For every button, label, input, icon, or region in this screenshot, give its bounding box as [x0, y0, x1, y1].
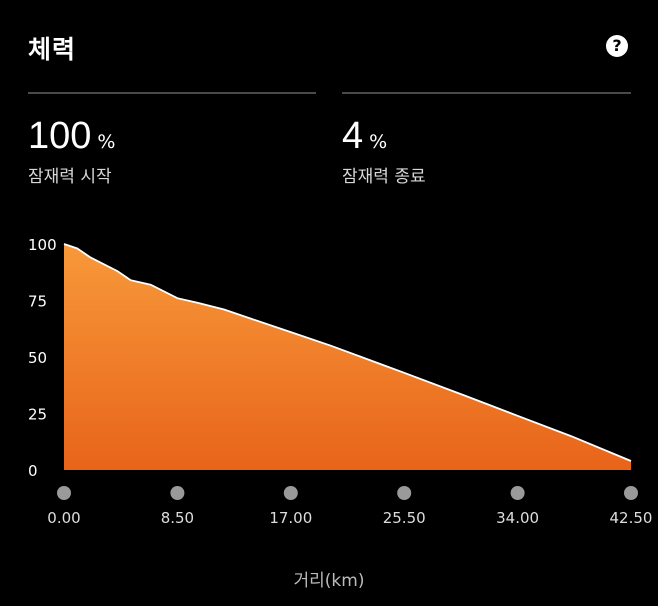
- x-marker-dot: [57, 486, 71, 500]
- y-tick-label: 50: [28, 349, 47, 367]
- stamina-start-value: 100: [28, 115, 92, 157]
- x-marker-dot: [397, 486, 412, 500]
- x-axis-title: 거리(km): [293, 571, 365, 591]
- page-title: 체력: [28, 35, 77, 64]
- stamina-chart: 0 25 50 75 100 0.00 8.50 17.00 25.50 34.00 42.50: [28, 236, 653, 527]
- stamina-end-value: 4: [342, 115, 364, 157]
- stamina-end-label: 잠재력 종료: [342, 167, 426, 187]
- stamina-end-unit: %: [369, 131, 388, 153]
- stamina-end-value-row: 4%: [342, 114, 426, 158]
- divider-right: [342, 92, 631, 94]
- x-marker-dot: [283, 486, 298, 500]
- x-marker-dot: [510, 486, 525, 500]
- x-tick-label: 0.00: [47, 509, 80, 527]
- stamina-start-stat: 100% 잠재력 시작: [28, 114, 115, 187]
- y-tick-label: 100: [28, 236, 57, 254]
- help-icon[interactable]: ?: [606, 35, 628, 57]
- x-tick-label: 25.50: [383, 509, 426, 527]
- stamina-end-stat: 4% 잠재력 종료: [342, 114, 426, 187]
- stamina-start-label: 잠재력 시작: [28, 167, 112, 187]
- stamina-start-unit: %: [97, 131, 116, 153]
- stamina-start-value-row: 100%: [28, 114, 115, 158]
- y-tick-label: 25: [28, 406, 47, 424]
- stamina-line: [63, 243, 632, 462]
- x-tick-label: 8.50: [161, 509, 194, 527]
- x-marker-dot: [624, 486, 638, 500]
- x-tick-label: 42.50: [610, 509, 653, 527]
- x-tick-label: 34.00: [496, 509, 539, 527]
- x-marker-dot: [170, 486, 185, 500]
- x-tick-label: 17.00: [269, 509, 312, 527]
- y-tick-label: 75: [28, 293, 47, 311]
- y-tick-label: 0: [28, 462, 38, 480]
- stamina-area: [64, 244, 631, 470]
- divider-left: [28, 92, 316, 94]
